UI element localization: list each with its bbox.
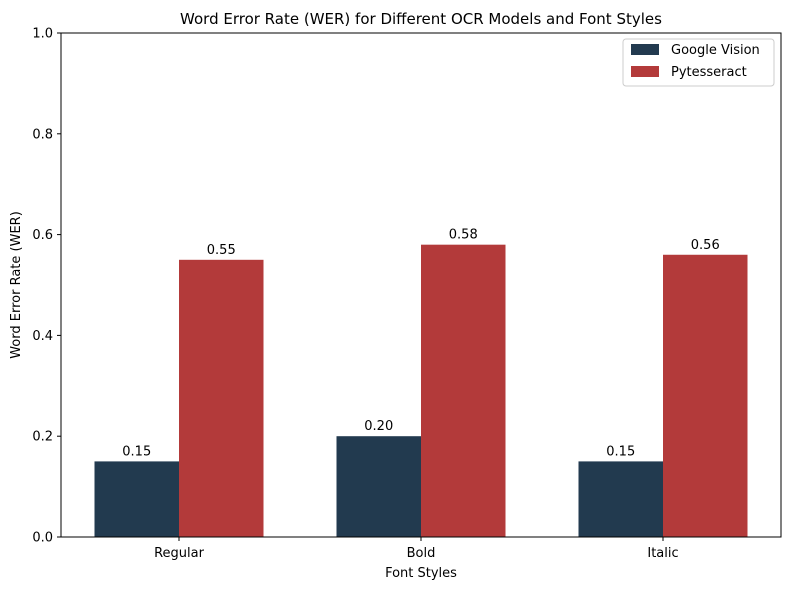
legend-frame [622, 38, 775, 87]
x-axis-label: Font Styles [385, 566, 457, 581]
bar-value-labels: 0.15 0.20 0.15 0.55 0.58 0.56 [122, 228, 719, 460]
bar-pytesseract-regular [179, 259, 264, 537]
legend-swatch-google-vision [631, 44, 659, 55]
bar-google-vision-italic [578, 461, 663, 537]
y-tick-label: 0.6 [32, 228, 53, 243]
y-tick-label: 0.4 [32, 329, 53, 344]
bar-pytesseract-bold [421, 244, 506, 537]
x-tick-label-bold: Bold [407, 546, 436, 561]
bar-value-label: 0.20 [364, 419, 393, 434]
chart-title: Word Error Rate (WER) for Different OCR … [180, 10, 662, 28]
x-tick-label-italic: Italic [647, 546, 678, 561]
bar-value-label: 0.56 [691, 238, 720, 253]
bar-value-label: 0.55 [207, 243, 236, 258]
bar-pytesseract-italic [663, 254, 748, 537]
y-axis-label: Word Error Rate (WER) [9, 211, 24, 359]
legend: Google Vision Pytesseract [622, 38, 775, 87]
y-tick-label: 0.2 [32, 430, 53, 445]
bar-google-vision-regular [94, 461, 179, 537]
y-axis-ticks: 0.0 0.2 0.4 0.6 0.8 1.0 [32, 27, 61, 546]
bar-value-label: 0.15 [122, 444, 151, 459]
y-tick-label: 1.0 [32, 27, 53, 42]
y-tick-label: 0.0 [32, 531, 53, 546]
bars-group [94, 244, 748, 537]
legend-label-google-vision: Google Vision [671, 43, 760, 58]
legend-label-pytesseract: Pytesseract [671, 65, 747, 80]
plot-frame [60, 32, 782, 538]
bar-google-vision-bold [336, 436, 421, 537]
bar-value-label: 0.58 [449, 228, 478, 243]
y-tick-label: 0.8 [32, 127, 53, 142]
x-tick-label-regular: Regular [154, 546, 205, 561]
x-axis-ticks: Regular Bold Italic [154, 537, 679, 561]
bar-value-label: 0.15 [606, 444, 635, 459]
legend-swatch-pytesseract [631, 66, 659, 77]
